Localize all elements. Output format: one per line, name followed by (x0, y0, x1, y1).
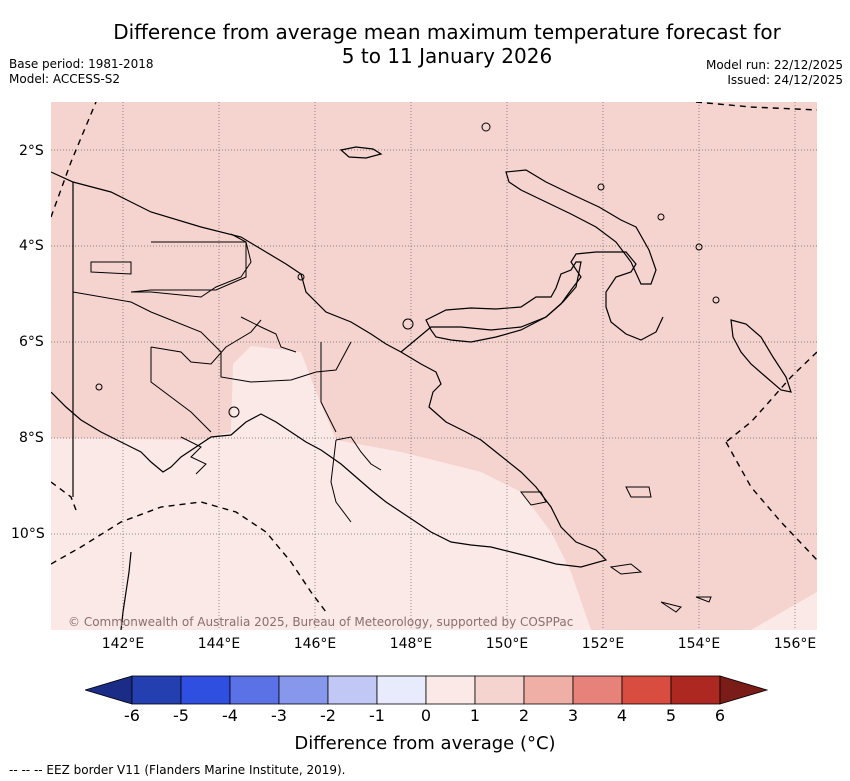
colorbar-svg (83, 675, 769, 705)
new-guinea-coast (51, 171, 608, 568)
colorbar-tick-label: -5 (173, 706, 189, 725)
small-islands (95, 122, 720, 418)
manus-island (339, 146, 383, 159)
base-info: Base period: 1981-2018 Model: ACCESS-S2 (9, 57, 154, 87)
cape-york-coast (120, 551, 132, 630)
model-name: Model: ACCESS-S2 (9, 72, 121, 86)
lon-label-156e: 156°E (773, 636, 817, 652)
lon-label-152e: 152°E (581, 636, 625, 652)
colorbar-tick-label: 2 (518, 706, 530, 725)
lon-label-146e: 146°E (293, 636, 337, 652)
colorbar-segment (376, 675, 427, 705)
colorbar-segment (425, 675, 476, 705)
base-period: Base period: 1981-2018 (9, 57, 154, 71)
map-title: Difference from average mean maximum tem… (0, 20, 850, 68)
islands-southeast (519, 486, 712, 613)
map-svg (51, 102, 817, 630)
lon-label-154e: 154°E (677, 636, 721, 652)
colorbar-tick-label: 5 (665, 706, 677, 725)
lon-label-148e: 148°E (389, 636, 433, 652)
fly-river (180, 436, 207, 475)
colorbar-segment (131, 675, 182, 705)
huon-coast (400, 251, 664, 353)
issued-date: Issued: 24/12/2025 (727, 73, 843, 87)
colorbar-tick-label: -3 (271, 706, 287, 725)
lon-label-144e: 144°E (197, 636, 241, 652)
colorbar-high-extend (719, 675, 769, 705)
lon-label-150e: 150°E (485, 636, 529, 652)
colorbar-segment (278, 675, 329, 705)
title-line-1: Difference from average mean maximum tem… (113, 20, 781, 44)
title-line-2: 5 to 11 January 2026 (341, 44, 553, 68)
anomaly-region-0-1 (51, 346, 591, 630)
eez-legend: -- -- -- EEZ border V11 (Flanders Marine… (9, 763, 346, 777)
map-panel (51, 102, 817, 630)
colorbar-segment (572, 675, 623, 705)
model-run: Model run: 22/12/2025 (705, 58, 843, 72)
colorbar-tick-label: -1 (369, 706, 385, 725)
lon-label-142e: 142°E (101, 636, 145, 652)
colorbar-tick-label: -4 (222, 706, 238, 725)
colorbar-segment (180, 675, 231, 705)
colorbar-segment (523, 675, 574, 705)
colorbar-segment (621, 675, 672, 705)
lat-label-8s: 8°S (19, 430, 44, 446)
graticule (51, 102, 817, 630)
colorbar-tick-label: 6 (714, 706, 726, 725)
lat-label-4s: 4°S (19, 238, 44, 254)
eez-borders (51, 102, 817, 613)
lat-label-6s: 6°S (19, 334, 44, 350)
colorbar-tick-label: -2 (320, 706, 336, 725)
colorbar (83, 675, 769, 709)
lat-label-2s: 2°S (19, 143, 44, 159)
anomaly-region-0-1-east (751, 592, 817, 630)
colorbar-segment (670, 675, 721, 705)
colorbar-tick-label: 3 (567, 706, 579, 725)
colorbar-segment (474, 675, 525, 705)
bougainville (730, 319, 792, 393)
colorbar-label: Difference from average (°C) (294, 733, 556, 754)
lat-label-10s: 10°S (11, 526, 45, 542)
colorbar-tick-label: -6 (124, 706, 140, 725)
colorbar-low-extend (83, 675, 133, 705)
new-britain (425, 261, 582, 343)
colorbar-tick-label: 0 (420, 706, 432, 725)
run-info: Model run: 22/12/2025 Issued: 24/12/2025 (706, 58, 843, 88)
colorbar-tick-label: 4 (616, 706, 628, 725)
colorbar-tick-label: 1 (469, 706, 481, 725)
new-ireland (505, 169, 657, 285)
province-boundaries (72, 233, 382, 523)
colorbar-segment (327, 675, 378, 705)
colorbar-segment (229, 675, 280, 705)
copyright-notice: © Commonwealth of Australia 2025, Bureau… (68, 615, 574, 629)
